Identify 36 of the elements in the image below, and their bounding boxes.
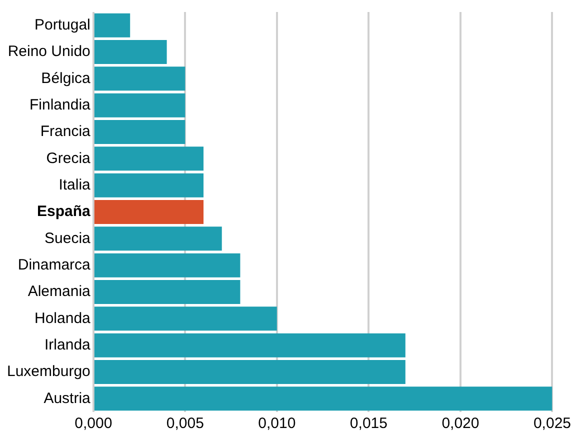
y-tick-label: Italia bbox=[58, 176, 92, 194]
y-tick-label: Holanda bbox=[34, 310, 92, 327]
bar bbox=[94, 93, 186, 118]
bar bbox=[94, 173, 204, 198]
x-tick-label: 0,005 bbox=[166, 415, 204, 432]
x-tick-label: 0,025 bbox=[533, 415, 572, 432]
bar bbox=[94, 306, 277, 331]
y-tick-label: Portugal bbox=[34, 16, 90, 34]
y-tick-label: Finlandia bbox=[30, 96, 92, 114]
y-tick-label: Reino Unido bbox=[8, 43, 90, 60]
y-tick-label: Francia bbox=[40, 123, 92, 140]
y-tick-label: Dinamarca bbox=[18, 256, 92, 274]
bar bbox=[94, 386, 552, 411]
bar bbox=[94, 333, 406, 358]
y-tick-label: Suecia bbox=[44, 230, 92, 247]
bar bbox=[94, 280, 240, 304]
y-tick-label: Irlanda bbox=[44, 336, 92, 354]
y-tick-label: España bbox=[37, 203, 92, 220]
x-tick-label: 0,020 bbox=[442, 415, 480, 432]
bar bbox=[94, 146, 204, 171]
y-tick-label: Alemania bbox=[28, 283, 92, 300]
x-tick-label: 0,010 bbox=[258, 415, 296, 432]
y-tick-label: Bélgica bbox=[41, 70, 92, 87]
bar bbox=[94, 253, 240, 278]
bar bbox=[94, 200, 204, 224]
bar bbox=[94, 66, 186, 91]
y-tick-label: Austria bbox=[44, 390, 92, 407]
bar bbox=[94, 13, 130, 38]
x-tick-label: 0,015 bbox=[350, 415, 388, 432]
y-tick-label: Luxemburgo bbox=[6, 363, 90, 380]
y-tick-label: Grecia bbox=[46, 150, 92, 167]
bar bbox=[94, 360, 406, 384]
bar bbox=[94, 226, 222, 251]
x-tick-label: 0,000 bbox=[74, 415, 112, 432]
bar bbox=[94, 40, 167, 64]
bar bbox=[94, 120, 186, 144]
